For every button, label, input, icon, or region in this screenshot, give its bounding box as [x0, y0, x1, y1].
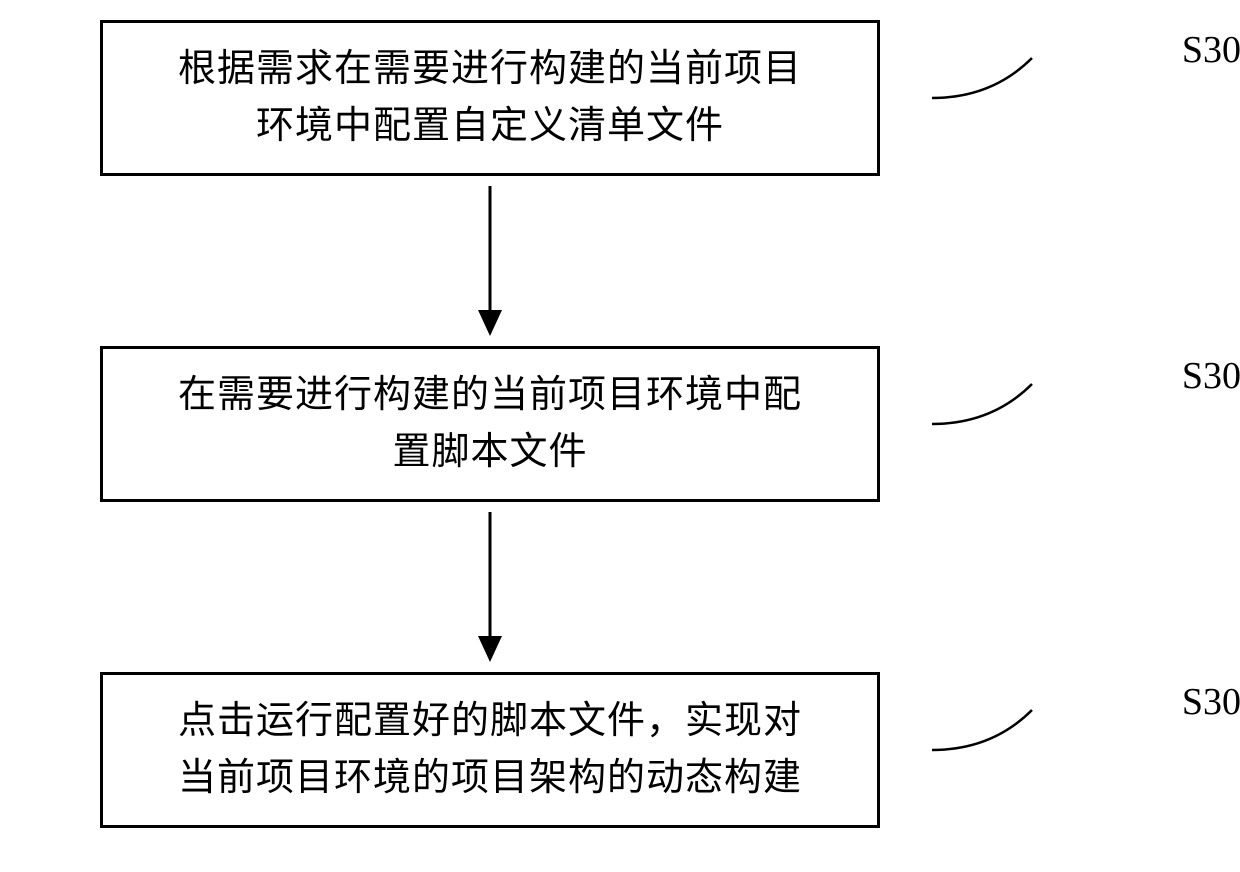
arrow-1	[470, 186, 510, 336]
connector-1	[932, 48, 1112, 118]
step-text-2-line1: 在需要进行构建的当前项目环境中配	[133, 367, 847, 424]
step-wrapper-1: 根据需求在需要进行构建的当前项目 环境中配置自定义清单文件 S301	[100, 20, 1140, 176]
arrow-1-container	[100, 176, 880, 346]
step-label-1: S301	[1182, 28, 1240, 72]
step-wrapper-3: 点击运行配置好的脚本文件，实现对 当前项目环境的项目架构的动态构建 S303	[100, 672, 1140, 828]
connector-3	[932, 700, 1112, 770]
step-text-1-line2: 环境中配置自定义清单文件	[133, 98, 847, 155]
step-label-2: S302	[1182, 354, 1240, 398]
step-text-2-line2: 置脚本文件	[133, 424, 847, 481]
step-box-1: 根据需求在需要进行构建的当前项目 环境中配置自定义清单文件	[100, 20, 880, 176]
flowchart-container: 根据需求在需要进行构建的当前项目 环境中配置自定义清单文件 S301 在需要进行…	[100, 20, 1140, 828]
step-box-2: 在需要进行构建的当前项目环境中配 置脚本文件	[100, 346, 880, 502]
step-text-3-line2: 当前项目环境的项目架构的动态构建	[133, 750, 847, 807]
step-text-1-line1: 根据需求在需要进行构建的当前项目	[133, 41, 847, 98]
connector-2	[932, 374, 1112, 444]
arrow-2-container	[100, 502, 880, 672]
step-text-3-line1: 点击运行配置好的脚本文件，实现对	[133, 693, 847, 750]
arrow-2	[470, 512, 510, 662]
step-label-3: S303	[1182, 680, 1240, 724]
step-box-3: 点击运行配置好的脚本文件，实现对 当前项目环境的项目架构的动态构建	[100, 672, 880, 828]
step-wrapper-2: 在需要进行构建的当前项目环境中配 置脚本文件 S302	[100, 346, 1140, 502]
